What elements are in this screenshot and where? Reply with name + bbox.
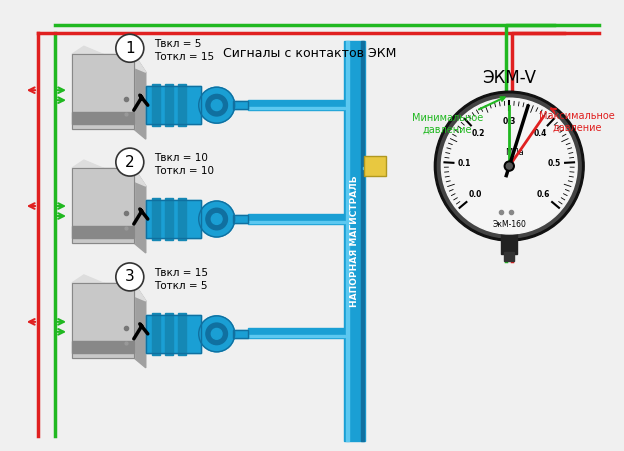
Bar — [248, 214, 344, 224]
Text: МПа: МПа — [505, 147, 524, 156]
Circle shape — [116, 34, 144, 62]
Bar — [248, 328, 344, 338]
Bar — [248, 335, 344, 337]
Circle shape — [212, 214, 222, 225]
Bar — [248, 221, 344, 223]
Circle shape — [206, 323, 228, 345]
Text: ЭКМ-V: ЭКМ-V — [482, 69, 536, 87]
Text: 0.4: 0.4 — [534, 129, 547, 138]
Text: 3: 3 — [125, 269, 135, 285]
Bar — [72, 341, 134, 353]
Bar — [146, 86, 201, 124]
Bar — [361, 41, 364, 441]
Bar — [364, 156, 386, 176]
Bar — [165, 313, 173, 355]
Bar — [72, 54, 134, 129]
Polygon shape — [72, 275, 146, 301]
Bar — [178, 313, 186, 355]
Circle shape — [198, 201, 235, 237]
Bar — [363, 167, 366, 169]
Text: Максимальное
давление: Максимальное давление — [539, 108, 615, 133]
Bar — [146, 315, 201, 353]
Bar — [152, 198, 160, 240]
Text: 0.1: 0.1 — [458, 159, 471, 168]
Text: Твкл = 10: Твкл = 10 — [154, 153, 208, 163]
Circle shape — [506, 163, 512, 169]
Bar — [165, 198, 173, 240]
Text: 0.2: 0.2 — [472, 129, 485, 138]
Circle shape — [504, 161, 514, 171]
Text: 2: 2 — [125, 155, 135, 170]
Text: 0.0: 0.0 — [468, 190, 482, 199]
Polygon shape — [134, 283, 146, 368]
Bar — [501, 232, 517, 254]
Bar — [178, 198, 186, 240]
Text: Сигналы с контактов ЭКМ: Сигналы с контактов ЭКМ — [223, 47, 396, 60]
Circle shape — [116, 148, 144, 176]
Bar — [72, 226, 134, 238]
Circle shape — [198, 87, 235, 123]
Bar — [72, 283, 134, 358]
Circle shape — [206, 208, 228, 230]
Bar — [343, 41, 366, 441]
Circle shape — [116, 263, 144, 291]
Bar — [233, 330, 248, 338]
Bar — [233, 330, 248, 338]
Bar — [72, 112, 134, 124]
Bar — [72, 168, 134, 243]
Text: 1: 1 — [125, 41, 135, 56]
Bar — [72, 283, 134, 358]
Text: Твкл = 5: Твкл = 5 — [154, 39, 201, 49]
Polygon shape — [72, 160, 146, 186]
Circle shape — [437, 94, 581, 238]
Bar — [178, 84, 186, 126]
Bar — [146, 86, 201, 124]
Circle shape — [434, 91, 584, 241]
Text: 0.6: 0.6 — [537, 190, 550, 199]
Circle shape — [206, 94, 228, 116]
Bar — [248, 107, 344, 109]
Bar — [146, 200, 201, 238]
Bar — [233, 215, 248, 223]
Text: Минимальное
давление: Минимальное давление — [412, 97, 505, 135]
Text: Тоткл = 10: Тоткл = 10 — [154, 166, 214, 176]
Bar — [233, 215, 248, 223]
Text: НАПОРНАЯ МАГИСТРАЛЬ: НАПОРНАЯ МАГИСТРАЛЬ — [350, 175, 359, 307]
Polygon shape — [134, 54, 146, 139]
Circle shape — [212, 100, 222, 110]
Bar — [233, 101, 248, 109]
Bar — [72, 54, 134, 129]
Text: Тоткл = 15: Тоткл = 15 — [154, 52, 214, 62]
Bar — [346, 41, 349, 441]
Bar — [72, 168, 134, 243]
Bar — [363, 162, 366, 170]
Text: ЭкМ-160: ЭкМ-160 — [492, 220, 526, 229]
Bar — [165, 84, 173, 126]
Circle shape — [198, 316, 235, 352]
Bar — [146, 315, 201, 353]
Circle shape — [441, 98, 577, 234]
Bar — [152, 313, 160, 355]
Text: Тоткл = 5: Тоткл = 5 — [154, 281, 207, 291]
Bar — [152, 84, 160, 126]
Bar — [248, 100, 344, 110]
Text: 0.3: 0.3 — [502, 117, 516, 126]
Bar — [233, 101, 248, 109]
Text: 0.5: 0.5 — [547, 159, 561, 168]
Circle shape — [212, 328, 222, 339]
Polygon shape — [72, 46, 146, 72]
Bar — [504, 252, 514, 261]
Polygon shape — [134, 168, 146, 253]
Bar — [146, 200, 201, 238]
Text: Твкл = 15: Твкл = 15 — [154, 268, 208, 278]
